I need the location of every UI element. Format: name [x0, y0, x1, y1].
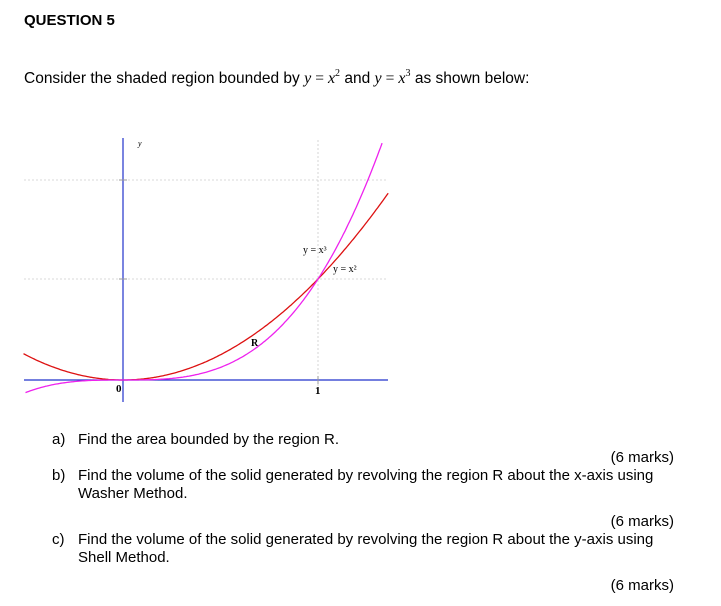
question-part-b: b) Find the volume of the solid generate… — [52, 467, 674, 531]
eq1-exponent: 2 — [335, 68, 341, 79]
part-a-marks: (6 marks) — [610, 449, 674, 466]
part-a-text: Find the area bounded by the region R. — [78, 431, 340, 448]
eq2-equals: = — [385, 70, 395, 87]
eq2-rhs: x3 — [398, 68, 411, 87]
curve-y-equals-x-squared — [23, 192, 389, 381]
question-part-a: a) Find the area bounded by the region R… — [52, 431, 674, 467]
y-axis-label: y — [137, 139, 142, 148]
part-a-label: a) — [52, 431, 66, 448]
part-b-text: Find the volume of the solid generated b… — [78, 467, 654, 502]
part-b-marks: (6 marks) — [610, 513, 674, 530]
region-label: R — [251, 338, 259, 349]
part-c-label: c) — [52, 531, 65, 548]
eq2-exponent: 3 — [405, 68, 411, 79]
eq1-base: x — [327, 70, 336, 87]
intro-suffix: as shown below: — [410, 70, 530, 87]
part-b-label: b) — [52, 467, 66, 484]
part-c-text: Find the volume of the solid generated b… — [78, 531, 654, 566]
part-c-marks: (6 marks) — [610, 577, 674, 594]
intro-joiner: and — [344, 70, 371, 87]
question-part-c: c) Find the volume of the solid generate… — [52, 531, 674, 595]
question-title: QUESTION 5 — [24, 12, 115, 29]
intro-prefix: Consider the shaded region bounded by — [24, 70, 305, 87]
eq1-rhs: x2 — [327, 68, 341, 87]
label-y-equals-x-cubed: y = x³ — [303, 245, 327, 256]
intro-text: Consider the shaded region bounded by y =… — [24, 68, 529, 88]
question-parts: a) Find the area bounded by the region R… — [52, 431, 674, 595]
eq1-lhs: y — [304, 70, 312, 87]
eq2-base: x — [398, 70, 406, 87]
eq1-equals: = — [315, 70, 324, 87]
curve-y-equals-x-cubed — [25, 142, 383, 394]
x-tick-label-1: 1 — [315, 385, 321, 397]
eq2-lhs: y — [374, 70, 382, 87]
origin-label: 0 — [116, 383, 122, 395]
label-y-equals-x-squared: y = x² — [333, 264, 357, 275]
